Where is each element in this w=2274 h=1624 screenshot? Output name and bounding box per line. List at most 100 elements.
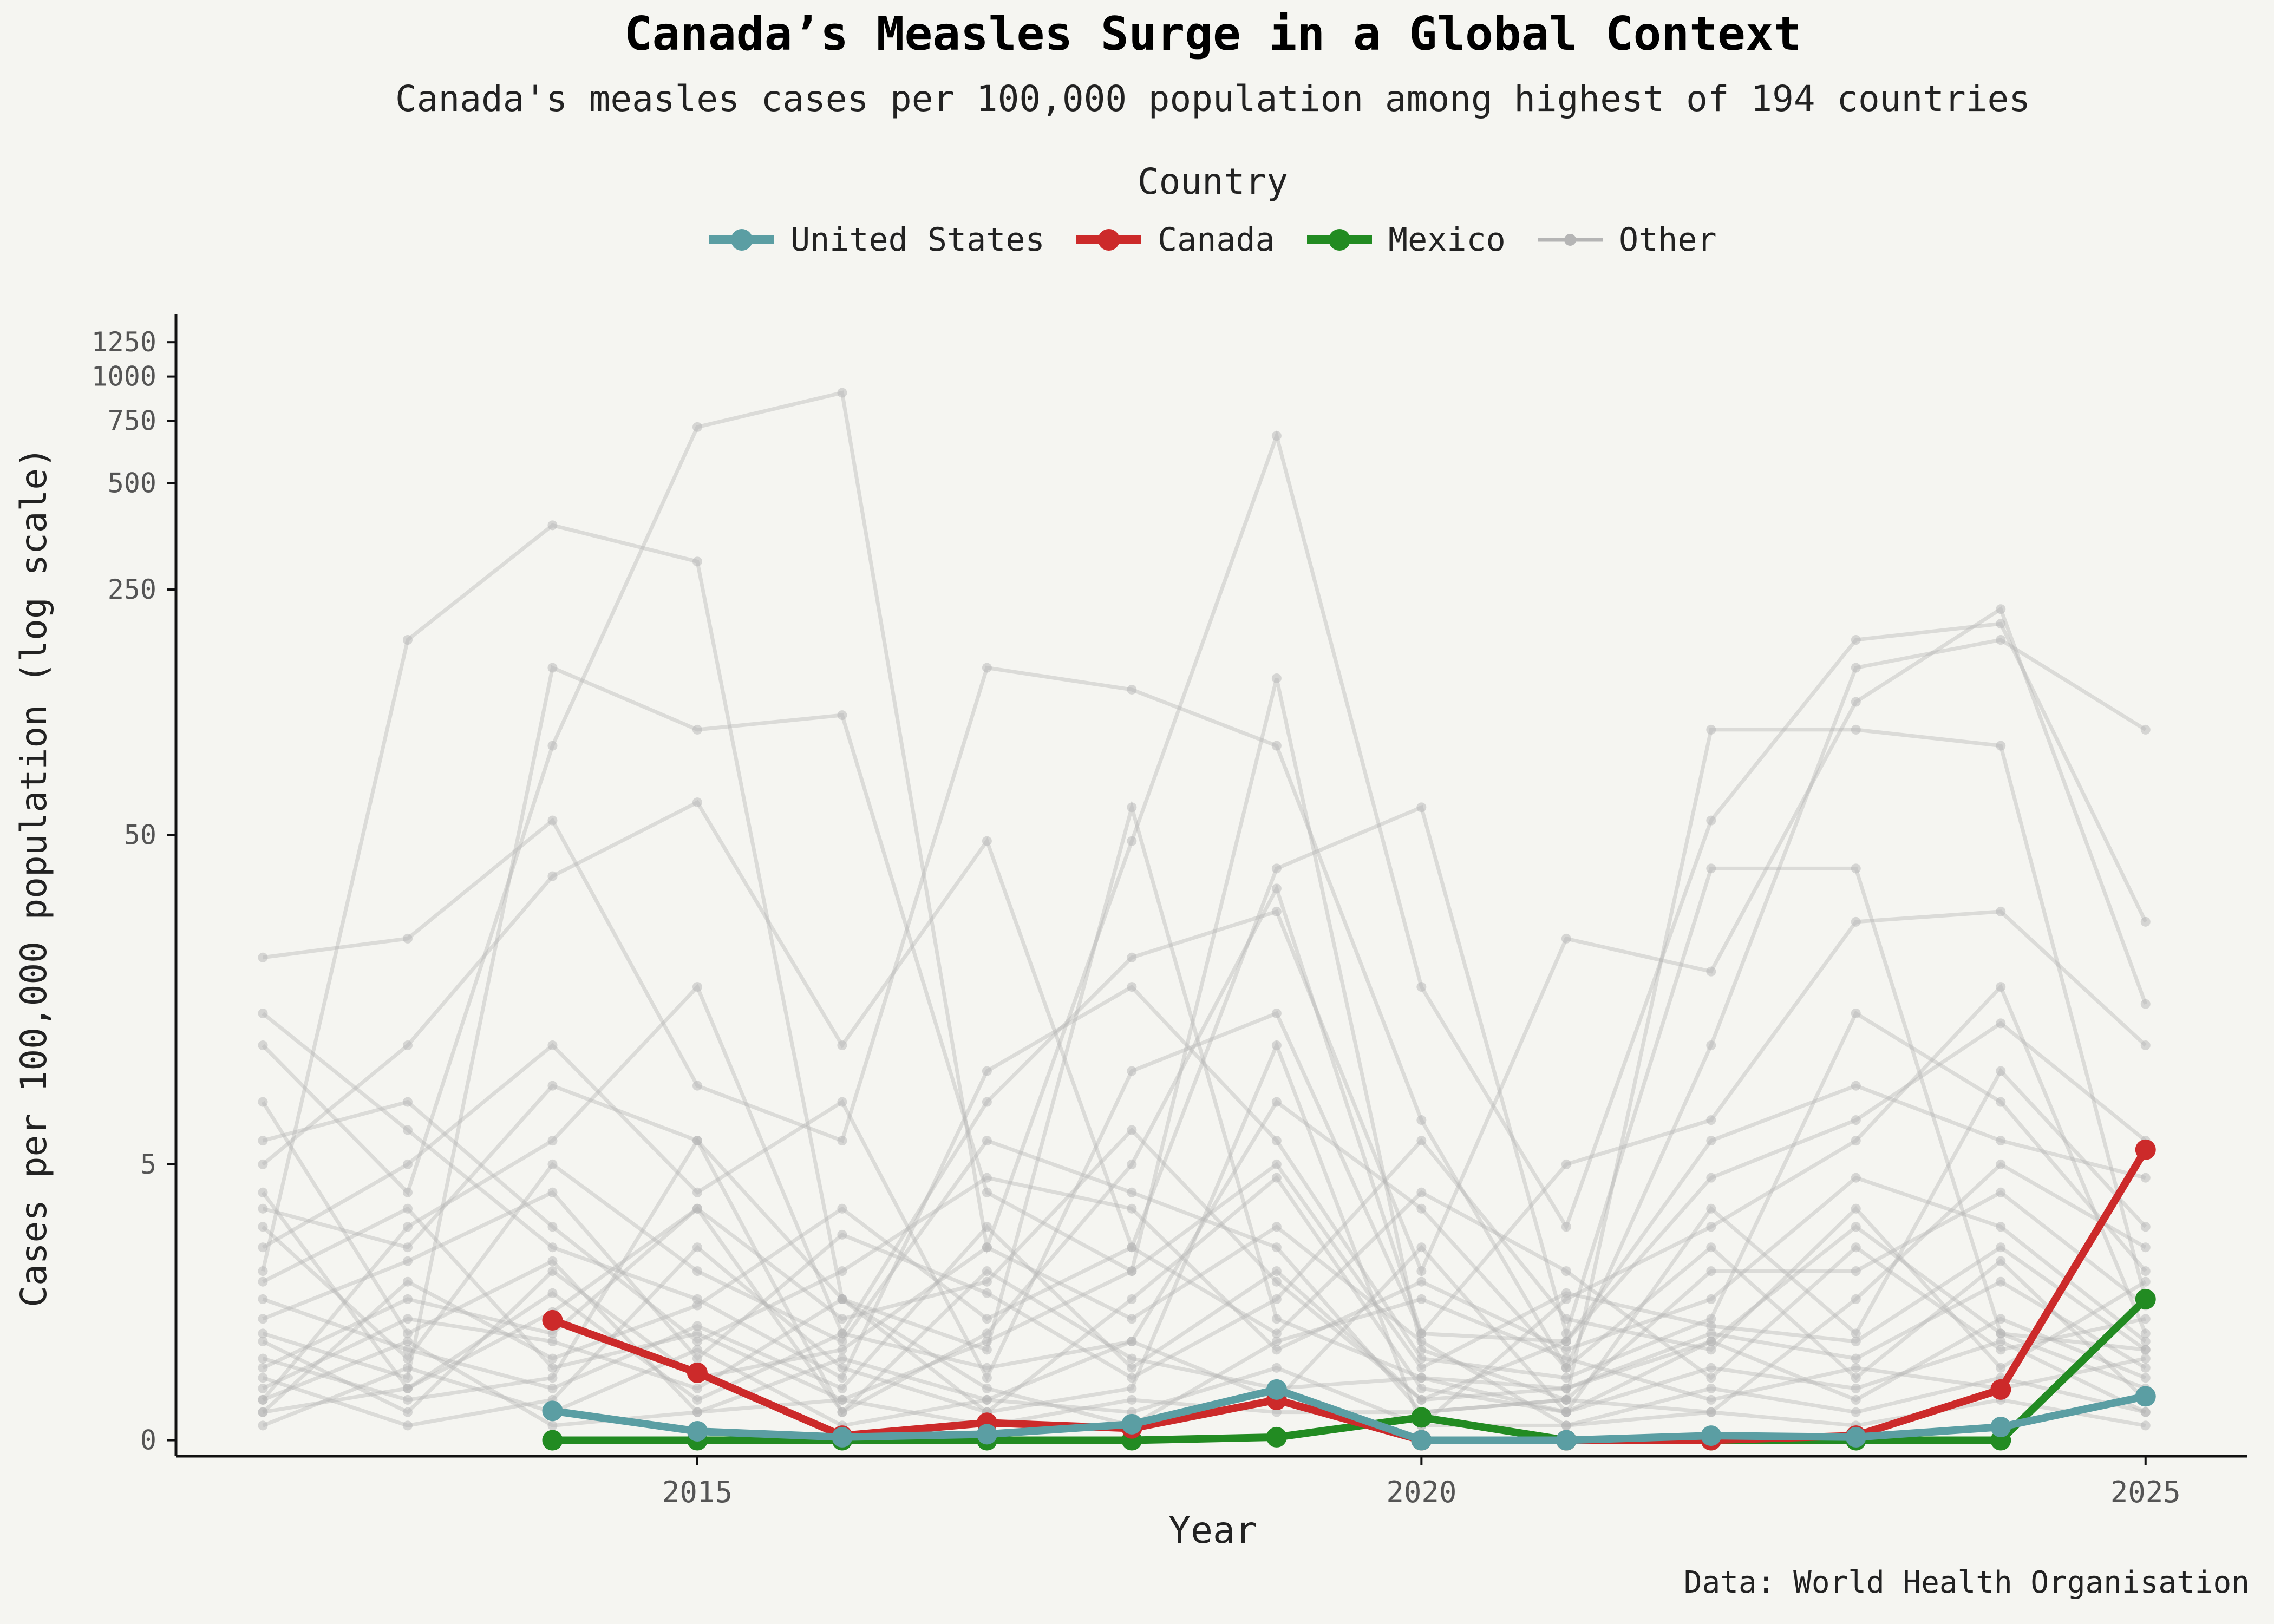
other-country-point xyxy=(1851,1407,1861,1417)
other-country-point xyxy=(1416,1345,1427,1355)
united-states-point xyxy=(1121,1413,1142,1435)
other-country-point xyxy=(2140,1373,2151,1383)
other-country-point xyxy=(692,422,702,432)
x-tick-label: 2015 xyxy=(662,1475,733,1509)
other-country-point xyxy=(1851,1222,1861,1232)
other-country-point xyxy=(1416,1353,1427,1364)
other-country-point xyxy=(1851,916,1861,927)
other-country-point xyxy=(547,1266,558,1276)
other-country-line xyxy=(262,984,2147,1381)
other-country-point xyxy=(982,663,992,673)
other-country-point xyxy=(1416,1363,1427,1373)
other-country-point xyxy=(258,1159,268,1169)
other-country-point xyxy=(1996,1276,2006,1287)
other-country-point xyxy=(1851,1353,1861,1364)
other-country-point xyxy=(1271,863,1282,874)
other-country-point xyxy=(1127,1203,1137,1214)
other-country-point xyxy=(1851,697,1861,707)
other-country-point xyxy=(837,1345,847,1355)
other-country-point xyxy=(692,1242,702,1253)
other-country-point xyxy=(258,1373,268,1383)
legend-item-other: Other xyxy=(1538,221,1717,259)
other-country-point xyxy=(1706,1040,1716,1051)
other-country-point xyxy=(2140,1363,2151,1373)
other-country-point xyxy=(1706,724,1716,735)
other-country-point xyxy=(837,1328,847,1339)
other-country-point xyxy=(1851,1115,1861,1125)
other-country-point xyxy=(1996,604,2006,614)
other-country-point xyxy=(258,1276,268,1287)
other-country-point xyxy=(1416,802,1427,813)
other-country-point xyxy=(692,1328,702,1339)
y-tick-label: 750 xyxy=(108,405,156,436)
other-country-point xyxy=(402,1353,413,1364)
other-country-point xyxy=(982,1314,992,1324)
other-country-point xyxy=(837,1394,847,1405)
legend-marker-canada xyxy=(1098,229,1120,251)
other-country-point xyxy=(402,1203,413,1214)
other-country-point xyxy=(258,1407,268,1417)
other-country-point xyxy=(402,1187,413,1197)
other-country-line xyxy=(261,390,2147,1255)
other-country-point xyxy=(692,1294,702,1304)
other-country-point xyxy=(547,1328,558,1339)
other-country-point xyxy=(1851,1266,1861,1276)
other-country-point xyxy=(1706,1345,1716,1355)
other-country-point xyxy=(402,933,413,944)
other-country-point xyxy=(1561,1407,1571,1417)
other-country-point xyxy=(258,1266,268,1276)
other-country-point xyxy=(1127,1294,1137,1304)
other-country-point xyxy=(982,1276,992,1287)
other-country-point xyxy=(402,1159,413,1169)
other-country-point xyxy=(547,1256,558,1266)
other-country-point xyxy=(402,1040,413,1051)
united-states-point xyxy=(832,1426,853,1448)
other-country-point xyxy=(1851,724,1861,735)
other-country-line xyxy=(262,1137,2147,1416)
united-states-point xyxy=(542,1400,563,1422)
y-tick-label: 1250 xyxy=(92,326,156,358)
other-country-line xyxy=(262,1296,2146,1428)
other-country-point xyxy=(1706,1383,1716,1393)
y-tick-label: 50 xyxy=(124,819,156,850)
other-country-point xyxy=(402,1420,413,1431)
other-country-point xyxy=(1706,1136,1716,1146)
other-country-point xyxy=(547,1081,558,1091)
other-country-line xyxy=(262,1347,2146,1428)
other-country-point xyxy=(1996,1066,2006,1076)
other-country-point xyxy=(1561,1420,1571,1431)
mexico-line xyxy=(552,1296,2148,1444)
other-country-point xyxy=(837,710,847,721)
other-country-point xyxy=(1706,1363,1716,1373)
other-country-point xyxy=(1851,1008,1861,1018)
other-country-point xyxy=(402,1345,413,1355)
other-country-point xyxy=(258,1420,268,1431)
other-country-point xyxy=(1271,1345,1282,1355)
other-country-point xyxy=(1271,1266,1282,1276)
other-country-point xyxy=(1706,1266,1716,1276)
other-country-line xyxy=(262,1162,2147,1402)
other-country-point xyxy=(1706,966,1716,977)
other-country-point xyxy=(1127,836,1137,846)
other-country-point xyxy=(1996,1328,2006,1339)
other-country-point xyxy=(1271,1159,1282,1169)
other-country-point xyxy=(982,1383,992,1393)
other-country-point xyxy=(402,1363,413,1373)
other-country-point xyxy=(1271,1136,1282,1146)
legend-item-canada: Canada xyxy=(1076,221,1275,259)
other-country-point xyxy=(2140,1353,2151,1364)
other-country-point xyxy=(1416,982,1427,992)
other-country-point xyxy=(402,635,413,645)
other-country-point xyxy=(982,1066,992,1076)
other-country-line xyxy=(262,1011,2146,1383)
legend-items: United States Canada Mexico Other xyxy=(709,221,1717,259)
y-tick-label: 500 xyxy=(108,467,156,499)
other-country-point xyxy=(2140,1420,2151,1431)
other-country-point xyxy=(1127,1336,1137,1346)
other-country-point xyxy=(547,1242,558,1253)
other-country-line xyxy=(262,1190,2146,1414)
united-states-point xyxy=(1266,1379,1287,1400)
other-country-line xyxy=(262,983,2147,1429)
